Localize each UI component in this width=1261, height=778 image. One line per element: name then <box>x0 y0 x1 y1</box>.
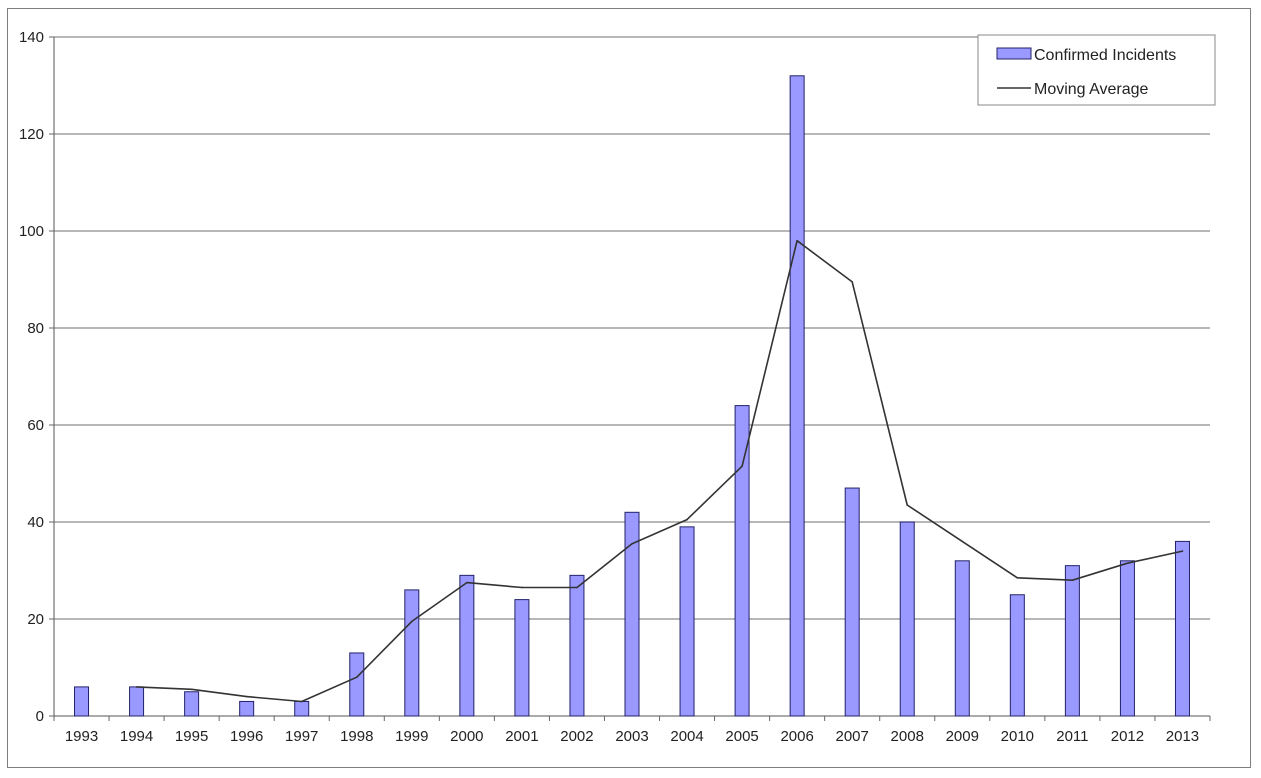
x-tick-label-2005: 2005 <box>725 728 758 745</box>
gridlines <box>54 36 1210 620</box>
bar-2004 <box>679 526 695 717</box>
moving-average-point-2012 <box>1126 562 1129 565</box>
bar-2005 <box>734 405 750 717</box>
moving-average-point-2009 <box>961 540 964 543</box>
bar-1998 <box>349 652 365 717</box>
x-tick-label-1993: 1993 <box>65 728 98 745</box>
moving-average-point-1997 <box>300 700 303 703</box>
bar-2000 <box>459 574 475 717</box>
moving-average-point-2005 <box>741 465 743 468</box>
moving-average-point-1995 <box>190 688 193 691</box>
moving-average-point-2006 <box>796 239 798 242</box>
moving-average-point-2008 <box>906 504 909 506</box>
bar-2008 <box>899 521 915 717</box>
moving-average-point-2000 <box>466 581 468 584</box>
moving-average-point-2013 <box>1181 550 1184 552</box>
y-tick-label: 40 <box>27 514 44 531</box>
x-tick-label-2012: 2012 <box>1111 728 1144 745</box>
y-tick-label: 60 <box>27 417 44 434</box>
legend-box <box>977 34 1216 106</box>
legend: Confirmed Incidents Moving Average <box>977 34 1216 106</box>
moving-average-point-2004 <box>686 518 688 521</box>
x-tick-label-2011: 2011 <box>1056 728 1088 745</box>
x-tick-label-2009: 2009 <box>946 728 979 745</box>
line-series <box>135 239 1184 703</box>
legend-swatch-bar <box>996 47 1032 60</box>
x-tick-label-2010: 2010 <box>1001 728 1034 745</box>
chart-frame: 0 20 40 60 80 100 120 140 1993 1994 1995 1996 1997 1… <box>7 8 1251 768</box>
x-tick-label-1995: 1995 <box>175 728 208 745</box>
x-axis-ticks: 1993 1994 1995 1996 1997 1998 1999 2000 2001 2002… <box>53 716 1211 745</box>
x-tick-label-2007: 2007 <box>836 728 869 745</box>
moving-average-point-1999 <box>411 620 413 623</box>
bar-2003 <box>624 511 640 717</box>
bar-1996 <box>239 700 255 717</box>
y-tick-label: 80 <box>27 320 44 337</box>
bar-2007 <box>844 487 860 717</box>
moving-average-point-1998 <box>355 676 358 678</box>
x-tick-label-1996: 1996 <box>230 728 263 745</box>
y-axis-ticks: 0 20 40 60 80 100 120 140 <box>19 29 54 725</box>
bar-1997 <box>294 700 310 717</box>
y-tick-label: 120 <box>19 126 44 143</box>
y-tick-label: 100 <box>19 223 44 240</box>
x-tick-label-2013: 2013 <box>1166 728 1199 745</box>
bar-2011 <box>1064 565 1080 717</box>
bar-1993 <box>74 686 90 717</box>
x-tick-label-1998: 1998 <box>340 728 373 745</box>
x-tick-label-2000: 2000 <box>450 728 483 745</box>
y-tick-label: 20 <box>27 611 44 628</box>
x-tick-label-1999: 1999 <box>395 728 428 745</box>
moving-average-point-2010 <box>1016 576 1019 579</box>
bar-1999 <box>404 589 420 717</box>
bar-2010 <box>1009 594 1025 717</box>
x-tick-label-2006: 2006 <box>780 728 813 745</box>
x-tick-label-1997: 1997 <box>285 728 318 745</box>
bar-1994 <box>129 686 145 717</box>
bar-2002 <box>569 574 585 717</box>
bar-2013 <box>1174 540 1190 717</box>
bar-2012 <box>1119 560 1135 717</box>
y-tick-label: 140 <box>19 29 44 46</box>
moving-average-point-1994 <box>135 686 138 688</box>
moving-average-point-2011 <box>1071 579 1074 581</box>
moving-average-point-2002 <box>576 586 578 589</box>
moving-average-point-2003 <box>631 543 633 545</box>
legend-label-confirmed-incidents: Confirmed Incidents <box>1034 47 1176 64</box>
x-tick-label-2003: 2003 <box>615 728 648 745</box>
moving-average-point-2001 <box>521 586 523 589</box>
bar-2006 <box>789 75 805 717</box>
x-tick-label-2008: 2008 <box>891 728 924 745</box>
bar-2001 <box>514 599 530 717</box>
x-tick-label-2004: 2004 <box>670 728 703 745</box>
bar-2009 <box>954 560 970 717</box>
y-tick-label: 0 <box>36 708 44 725</box>
moving-average-line <box>136 239 1183 703</box>
legend-label-moving-average: Moving Average <box>1034 81 1149 98</box>
moving-average-point-1996 <box>245 695 248 698</box>
bar-series <box>74 75 1190 717</box>
x-tick-label-2001: 2001 <box>505 728 538 745</box>
x-tick-label-1994: 1994 <box>120 728 153 745</box>
x-tick-label-2002: 2002 <box>560 728 593 745</box>
bar-1995 <box>184 691 200 717</box>
moving-average-point-2007 <box>851 281 853 283</box>
